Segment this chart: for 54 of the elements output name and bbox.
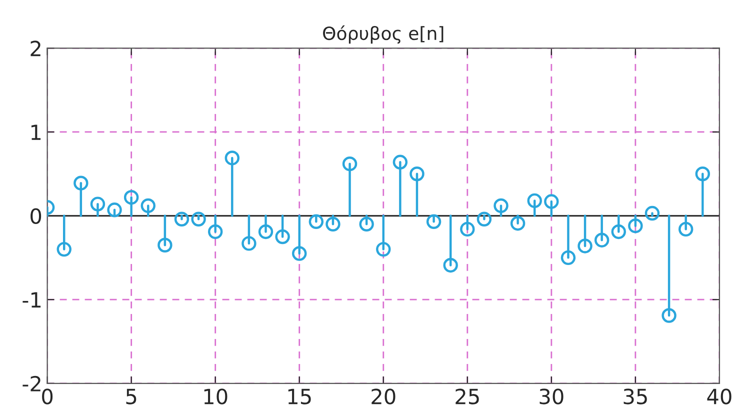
point xyxy=(678,222,694,237)
y-tick-label: -2 xyxy=(22,376,40,392)
x-tick-label: 20 xyxy=(372,388,396,404)
x-tick-label: 0 xyxy=(42,388,53,404)
point xyxy=(124,190,139,205)
point xyxy=(342,156,358,172)
point xyxy=(292,246,307,261)
y-tick-label: 1 xyxy=(31,124,41,140)
chart-title: Θόρυβος e[n] xyxy=(323,25,444,44)
point xyxy=(443,258,458,273)
point xyxy=(527,193,542,208)
point xyxy=(644,206,660,221)
x-tick-label: 25 xyxy=(456,388,479,404)
point xyxy=(308,214,324,230)
point xyxy=(140,198,156,214)
point xyxy=(74,176,88,190)
y-tick-label: 2 xyxy=(30,40,40,56)
point xyxy=(258,224,274,240)
x-tick-label: 35 xyxy=(624,388,647,404)
x-tick-label: 30 xyxy=(540,388,564,404)
point xyxy=(359,216,374,232)
point xyxy=(695,166,710,182)
point xyxy=(158,238,172,252)
point xyxy=(174,212,190,226)
point xyxy=(460,222,475,237)
x-tick-label: 40 xyxy=(707,388,732,404)
point xyxy=(578,238,592,254)
point xyxy=(376,242,391,257)
point xyxy=(476,212,492,226)
point xyxy=(107,202,122,218)
point xyxy=(191,212,206,226)
point xyxy=(628,218,643,234)
x-tick-label: 10 xyxy=(204,388,228,404)
point xyxy=(662,308,676,323)
point xyxy=(494,198,508,214)
point xyxy=(410,166,424,182)
point xyxy=(594,232,610,248)
point xyxy=(208,224,223,240)
point xyxy=(90,196,106,212)
point xyxy=(275,229,290,244)
point xyxy=(56,242,72,257)
point xyxy=(544,194,559,209)
point xyxy=(224,150,240,166)
y-tick-label: -1 xyxy=(22,292,41,308)
point xyxy=(611,224,626,240)
point xyxy=(510,216,526,231)
point xyxy=(426,214,442,230)
point xyxy=(242,236,256,251)
x-tick-label: 15 xyxy=(288,388,311,404)
x-tick-label: 5 xyxy=(126,388,136,404)
point xyxy=(326,216,340,232)
point xyxy=(392,154,408,170)
point xyxy=(560,250,576,266)
y-tick-label: 0 xyxy=(30,208,42,224)
